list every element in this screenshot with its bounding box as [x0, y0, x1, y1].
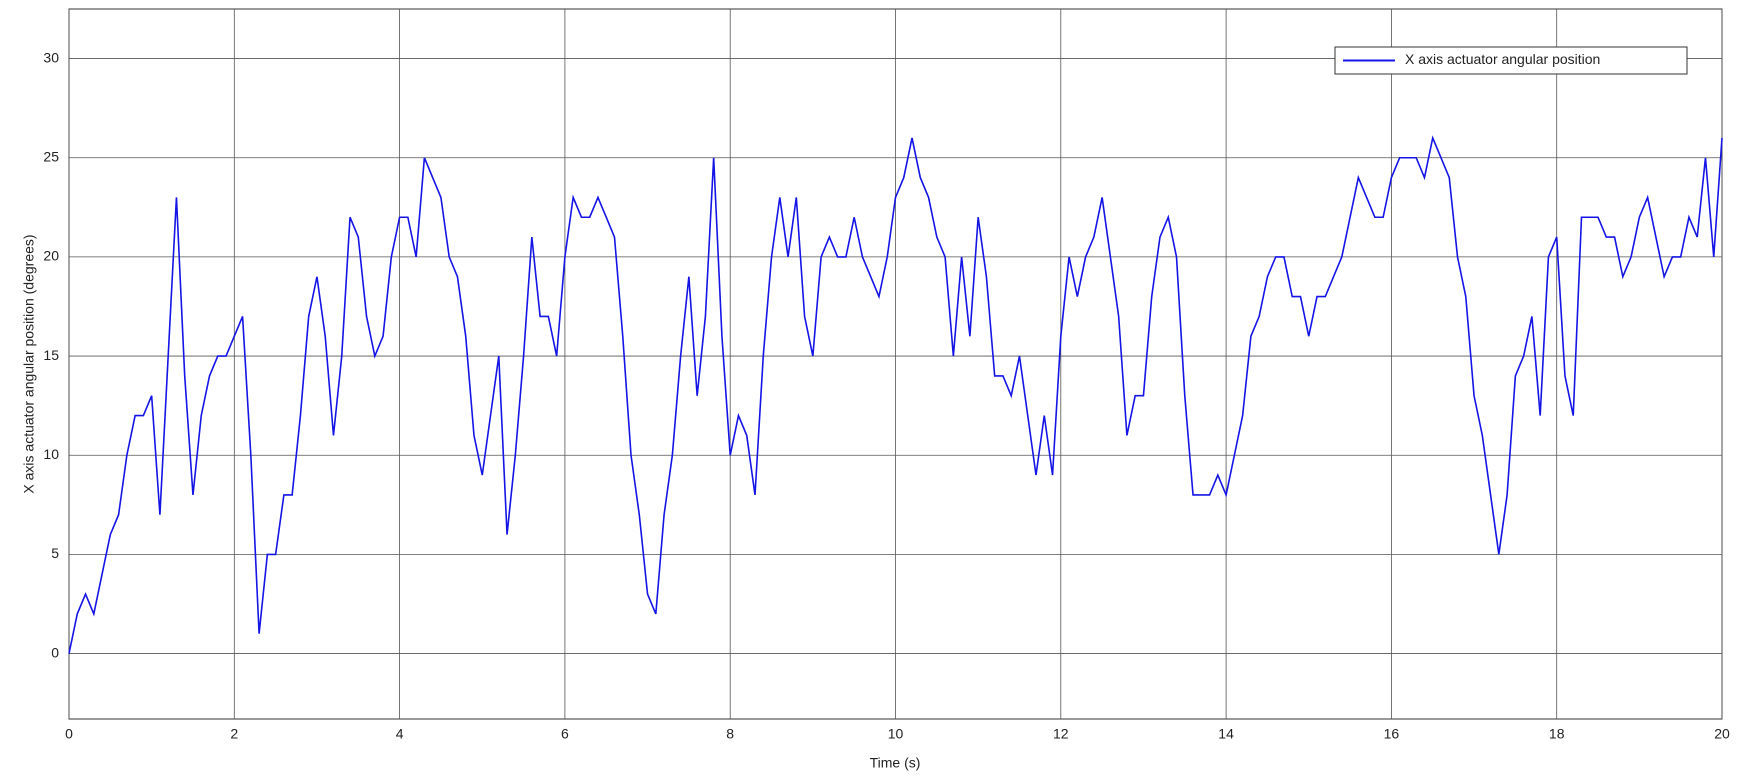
x-tick-label: 6 — [561, 726, 569, 742]
x-axis-label: Time (s) — [870, 755, 921, 771]
x-tick-label: 0 — [65, 726, 73, 742]
y-tick-label: 30 — [43, 49, 59, 65]
x-tick-label: 20 — [1714, 726, 1730, 742]
x-tick-label: 14 — [1218, 726, 1234, 742]
x-tick-label: 12 — [1053, 726, 1069, 742]
y-tick-label: 5 — [51, 545, 59, 561]
x-tick-label: 16 — [1384, 726, 1400, 742]
y-axis-label: X axis actuator angular position (degree… — [21, 234, 37, 493]
legend-label: X axis actuator angular position — [1405, 51, 1600, 67]
x-tick-label: 8 — [726, 726, 734, 742]
x-tick-label: 2 — [230, 726, 238, 742]
y-tick-label: 20 — [43, 248, 59, 264]
x-tick-label: 4 — [396, 726, 404, 742]
x-tick-label: 10 — [888, 726, 904, 742]
x-tick-label: 18 — [1549, 726, 1565, 742]
y-tick-label: 0 — [51, 644, 59, 660]
y-tick-label: 10 — [43, 446, 59, 462]
y-tick-label: 25 — [43, 148, 59, 164]
data-line — [68, 135, 1723, 654]
y-tick-label: 15 — [43, 347, 59, 363]
